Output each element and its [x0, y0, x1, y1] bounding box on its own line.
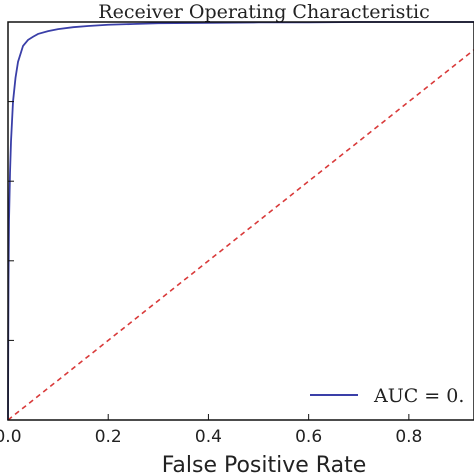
x-tick-label: 0.4 — [195, 427, 222, 447]
plot-frame — [7, 21, 474, 421]
y-axis-ticks — [8, 21, 14, 341]
legend-label: AUC = 0. — [373, 385, 464, 407]
x-axis-label: False Positive Rate — [162, 453, 366, 474]
x-tick-label: 0.8 — [395, 427, 422, 447]
chart-title: Receiver Operating Characteristic — [98, 1, 429, 23]
x-tick-label: 0.0 — [0, 427, 22, 447]
x-tick-label: 0.6 — [295, 427, 322, 447]
plot-lines — [7, 21, 474, 421]
x-tick-label: 0.2 — [95, 427, 122, 447]
x-axis-ticks: 0.0 0.2 0.4 0.6 0.8 — [0, 414, 422, 447]
legend: AUC = 0. — [310, 385, 464, 407]
roc-curve-line — [7, 21, 474, 421]
chance-diagonal-line — [7, 49, 474, 421]
